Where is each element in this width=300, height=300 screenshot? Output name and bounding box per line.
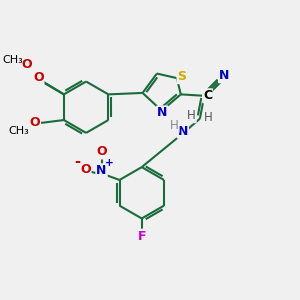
Text: O: O [33, 71, 44, 84]
Text: O: O [80, 164, 91, 176]
Text: CH₃: CH₃ [8, 126, 29, 136]
Text: O: O [29, 116, 40, 129]
Text: H: H [170, 119, 178, 132]
Text: O: O [21, 58, 32, 71]
Text: -: - [75, 154, 81, 169]
Text: F: F [137, 230, 146, 243]
Text: C: C [203, 89, 212, 102]
Text: +: + [105, 158, 113, 168]
Text: O: O [96, 146, 107, 158]
Text: N: N [178, 125, 188, 138]
Text: CH₃: CH₃ [2, 55, 23, 65]
Text: N: N [96, 164, 107, 177]
Text: N: N [157, 106, 167, 119]
Text: S: S [178, 70, 187, 83]
Text: H: H [204, 111, 213, 124]
Text: N: N [219, 69, 230, 82]
Text: H: H [187, 109, 196, 122]
